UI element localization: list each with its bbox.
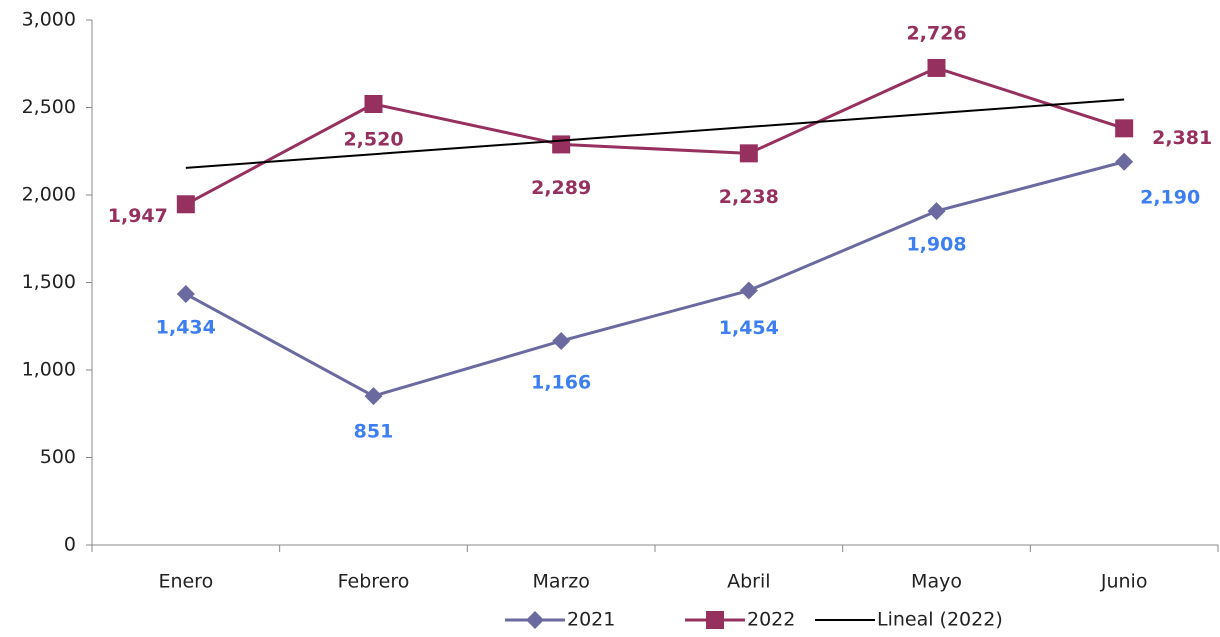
legend-marker [706, 611, 724, 629]
y-tick-label: 1,500 [22, 271, 76, 293]
x-tick-label: Febrero [338, 571, 410, 593]
marker [552, 331, 571, 350]
legend-label: Lineal (2022) [877, 609, 1003, 631]
y-tick-label: 0 [64, 534, 76, 556]
data-label: 1,454 [719, 317, 779, 339]
y-tick-label: 1,000 [22, 359, 76, 381]
x-tick-label: Junio [1100, 571, 1148, 593]
marker [927, 58, 946, 77]
x-tick-label: Mayo [911, 571, 962, 593]
series-line [185, 66, 1125, 206]
marker [552, 135, 571, 154]
legend-label: 2021 [567, 609, 615, 631]
data-label: 2,289 [531, 177, 591, 199]
legend-label: 2022 [747, 609, 795, 631]
marker [364, 95, 383, 113]
marker [176, 195, 195, 214]
y-tick-label: 2,500 [22, 96, 76, 118]
data-label: 2,726 [906, 22, 966, 44]
trend-line [185, 98, 1125, 169]
x-tick-label: Enero [158, 571, 213, 593]
y-tick-label: 2,000 [22, 184, 76, 206]
data-label: 2,381 [1152, 127, 1212, 149]
marker [176, 285, 195, 304]
data-label: 851 [354, 421, 394, 443]
data-label: 1,166 [531, 371, 591, 393]
data-label: 2,238 [719, 186, 779, 208]
data-label: 1,947 [108, 205, 168, 227]
series-line [185, 160, 1125, 398]
marker [927, 202, 946, 221]
marker [1115, 152, 1134, 171]
legend-marker [526, 611, 544, 629]
marker [739, 144, 758, 163]
marker [1115, 119, 1134, 138]
y-tick-label: 3,000 [22, 9, 76, 31]
marker [739, 281, 758, 300]
data-label: 1,908 [906, 234, 966, 256]
data-label: 2,190 [1140, 186, 1200, 208]
data-label: 2,520 [343, 129, 403, 151]
x-tick-label: Marzo [532, 571, 589, 593]
data-label: 1,434 [156, 317, 216, 339]
x-tick-label: Abril [727, 571, 770, 593]
marker [364, 387, 383, 406]
y-tick-label: 500 [40, 446, 76, 468]
